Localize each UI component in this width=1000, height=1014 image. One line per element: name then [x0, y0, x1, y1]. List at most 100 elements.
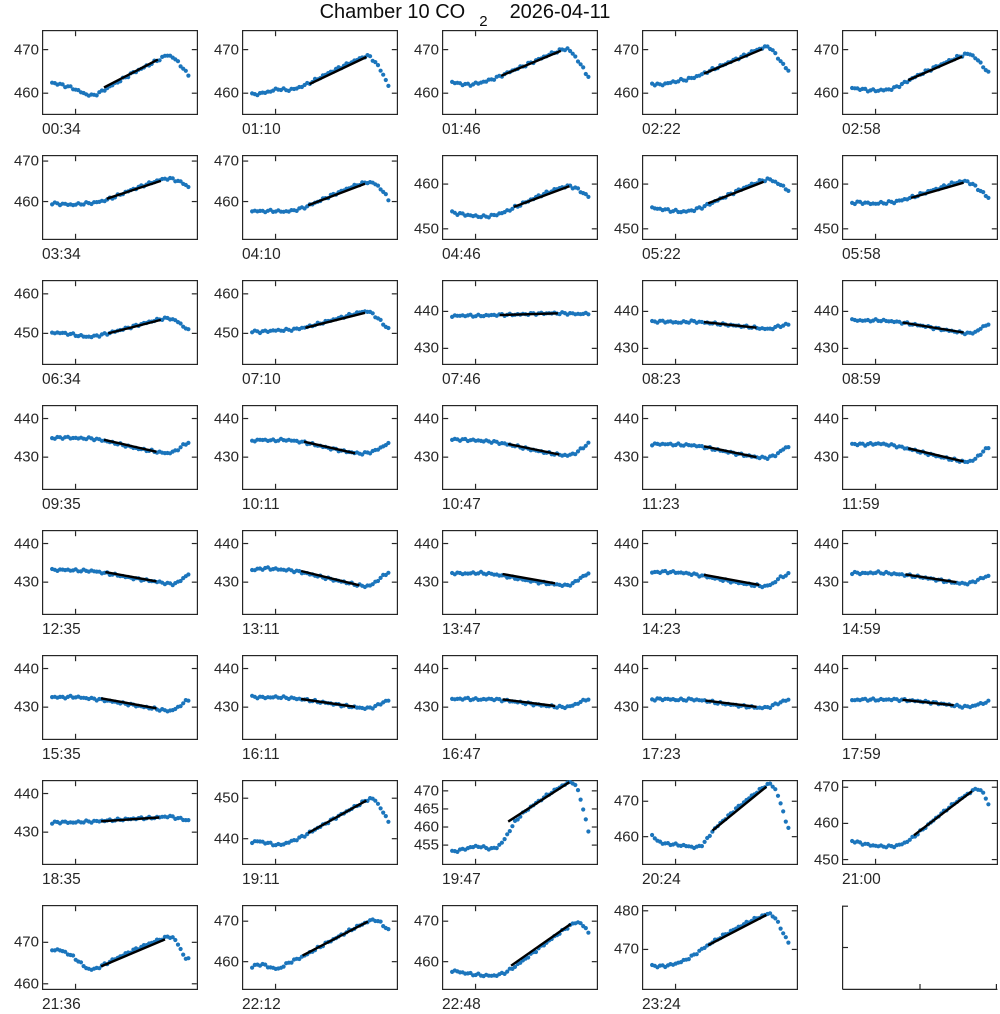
y-tick-label: 470	[613, 41, 639, 59]
subplot: 460 470 03:34	[0, 154, 200, 280]
y-tick-label: 440	[213, 410, 239, 428]
plot-box	[442, 30, 598, 116]
y-tick-label: 430	[13, 573, 39, 591]
plot-axes	[442, 530, 598, 616]
fit-line	[703, 48, 763, 75]
subplot: 430 440 10:47	[400, 405, 600, 530]
subplot: 450 460 04:46	[400, 155, 600, 280]
fit-line	[711, 785, 768, 832]
plot-axes	[442, 155, 598, 241]
fit-line	[707, 180, 765, 205]
subplot: 430 440 14:59	[800, 530, 1000, 655]
scatter-dots	[850, 178, 991, 207]
scatter-dots	[850, 441, 991, 465]
y-tick-label: 440	[213, 830, 239, 848]
plot-axes	[842, 655, 998, 741]
y-tick-label: 440	[13, 660, 39, 678]
plot-box	[642, 780, 798, 866]
time-label: 19:47	[442, 871, 481, 888]
scatter-dots	[50, 693, 191, 714]
subplot: 460 470 22:48	[400, 905, 600, 1014]
y-tick-label: 460	[613, 84, 639, 102]
subplot: 430 440 16:11	[200, 655, 400, 780]
plot-axes	[442, 280, 598, 366]
y-tick-label: 440	[613, 535, 639, 553]
y-tick-label: 430	[413, 448, 439, 466]
scatter-dots	[450, 183, 591, 220]
plot-box	[442, 905, 598, 991]
plot-axes	[842, 780, 998, 866]
subplot: 430 440 12:35	[0, 530, 200, 655]
fit-line	[502, 572, 556, 585]
fit-line	[703, 445, 757, 459]
plot-box	[42, 655, 198, 741]
plot-axes	[642, 280, 798, 366]
y-tick-label: 460	[13, 975, 39, 993]
subplot: 430 440 11:59	[800, 405, 1000, 530]
y-tick-label: 440	[413, 660, 439, 678]
scatter-dots	[450, 920, 591, 979]
scatter-dots	[250, 309, 391, 336]
y-tick-label: 440	[813, 535, 839, 553]
y-tick-label: 440	[213, 535, 239, 553]
fit-line	[106, 179, 162, 200]
time-label: 08:23	[642, 371, 681, 388]
y-tick-label: 470	[413, 782, 439, 800]
time-label: 14:59	[842, 621, 881, 638]
y-tick-label: 450	[13, 324, 39, 342]
y-tick-label: 460	[413, 953, 439, 971]
subplot: 470 480 23:24	[600, 902, 800, 1014]
y-tick-label: 470	[213, 912, 239, 930]
plot-box	[842, 280, 998, 366]
y-tick-label: 440	[813, 302, 839, 320]
plot-axes	[42, 155, 198, 241]
plot-axes	[242, 30, 398, 116]
y-tick-label: 450	[813, 851, 839, 869]
plot-axes	[442, 655, 598, 741]
time-label: 01:46	[442, 121, 481, 138]
plot-box	[42, 780, 198, 866]
plot-box	[42, 905, 198, 991]
time-label: 04:10	[242, 246, 281, 263]
subplot: 460 470 02:22	[600, 30, 800, 155]
plot-box	[642, 280, 798, 366]
time-label: 17:23	[642, 746, 681, 763]
y-tick-label: 430	[213, 573, 239, 591]
y-tick-label: 470	[813, 778, 839, 796]
y-tick-label: 450	[413, 220, 439, 238]
y-tick-label: 430	[13, 448, 39, 466]
subplot: 460 470 20:24	[600, 780, 800, 905]
y-tick-label: 470	[413, 41, 439, 59]
plot-box	[242, 30, 398, 116]
y-tick-label: 460	[213, 953, 239, 971]
y-tick-label: 480	[613, 902, 639, 920]
time-label: 07:46	[442, 371, 481, 388]
scatter-dots	[650, 911, 791, 970]
plot-box	[842, 780, 998, 866]
time-label: 22:12	[242, 996, 281, 1013]
y-tick-label: 440	[613, 302, 639, 320]
plot-axes	[42, 405, 198, 491]
y-tick-label: 430	[13, 823, 39, 841]
y-tick-label: 460	[13, 84, 39, 102]
time-label: 16:11	[242, 746, 280, 763]
plot-axes	[442, 405, 598, 491]
y-tick-label: 470	[213, 152, 239, 170]
time-label: 09:35	[42, 496, 81, 513]
fit-line	[301, 920, 369, 957]
time-label: 15:35	[42, 746, 81, 763]
plot-axes	[242, 280, 398, 366]
scatter-dots	[250, 180, 391, 215]
time-label: 12:35	[42, 621, 81, 638]
title-main: Chamber 10 CO	[319, 1, 466, 23]
y-tick-label: 460	[213, 285, 239, 303]
y-tick-label: 430	[13, 698, 39, 716]
plot-box	[442, 155, 598, 241]
y-tick-label: 440	[413, 302, 439, 320]
fit-line	[100, 938, 166, 968]
subplot: 430 440 17:59	[800, 655, 1000, 780]
subplot: 430 440 15:35	[0, 655, 200, 780]
time-label: 02:22	[642, 121, 681, 138]
scatter-dots	[650, 441, 791, 461]
subplot: 450 460 06:34	[0, 280, 200, 405]
